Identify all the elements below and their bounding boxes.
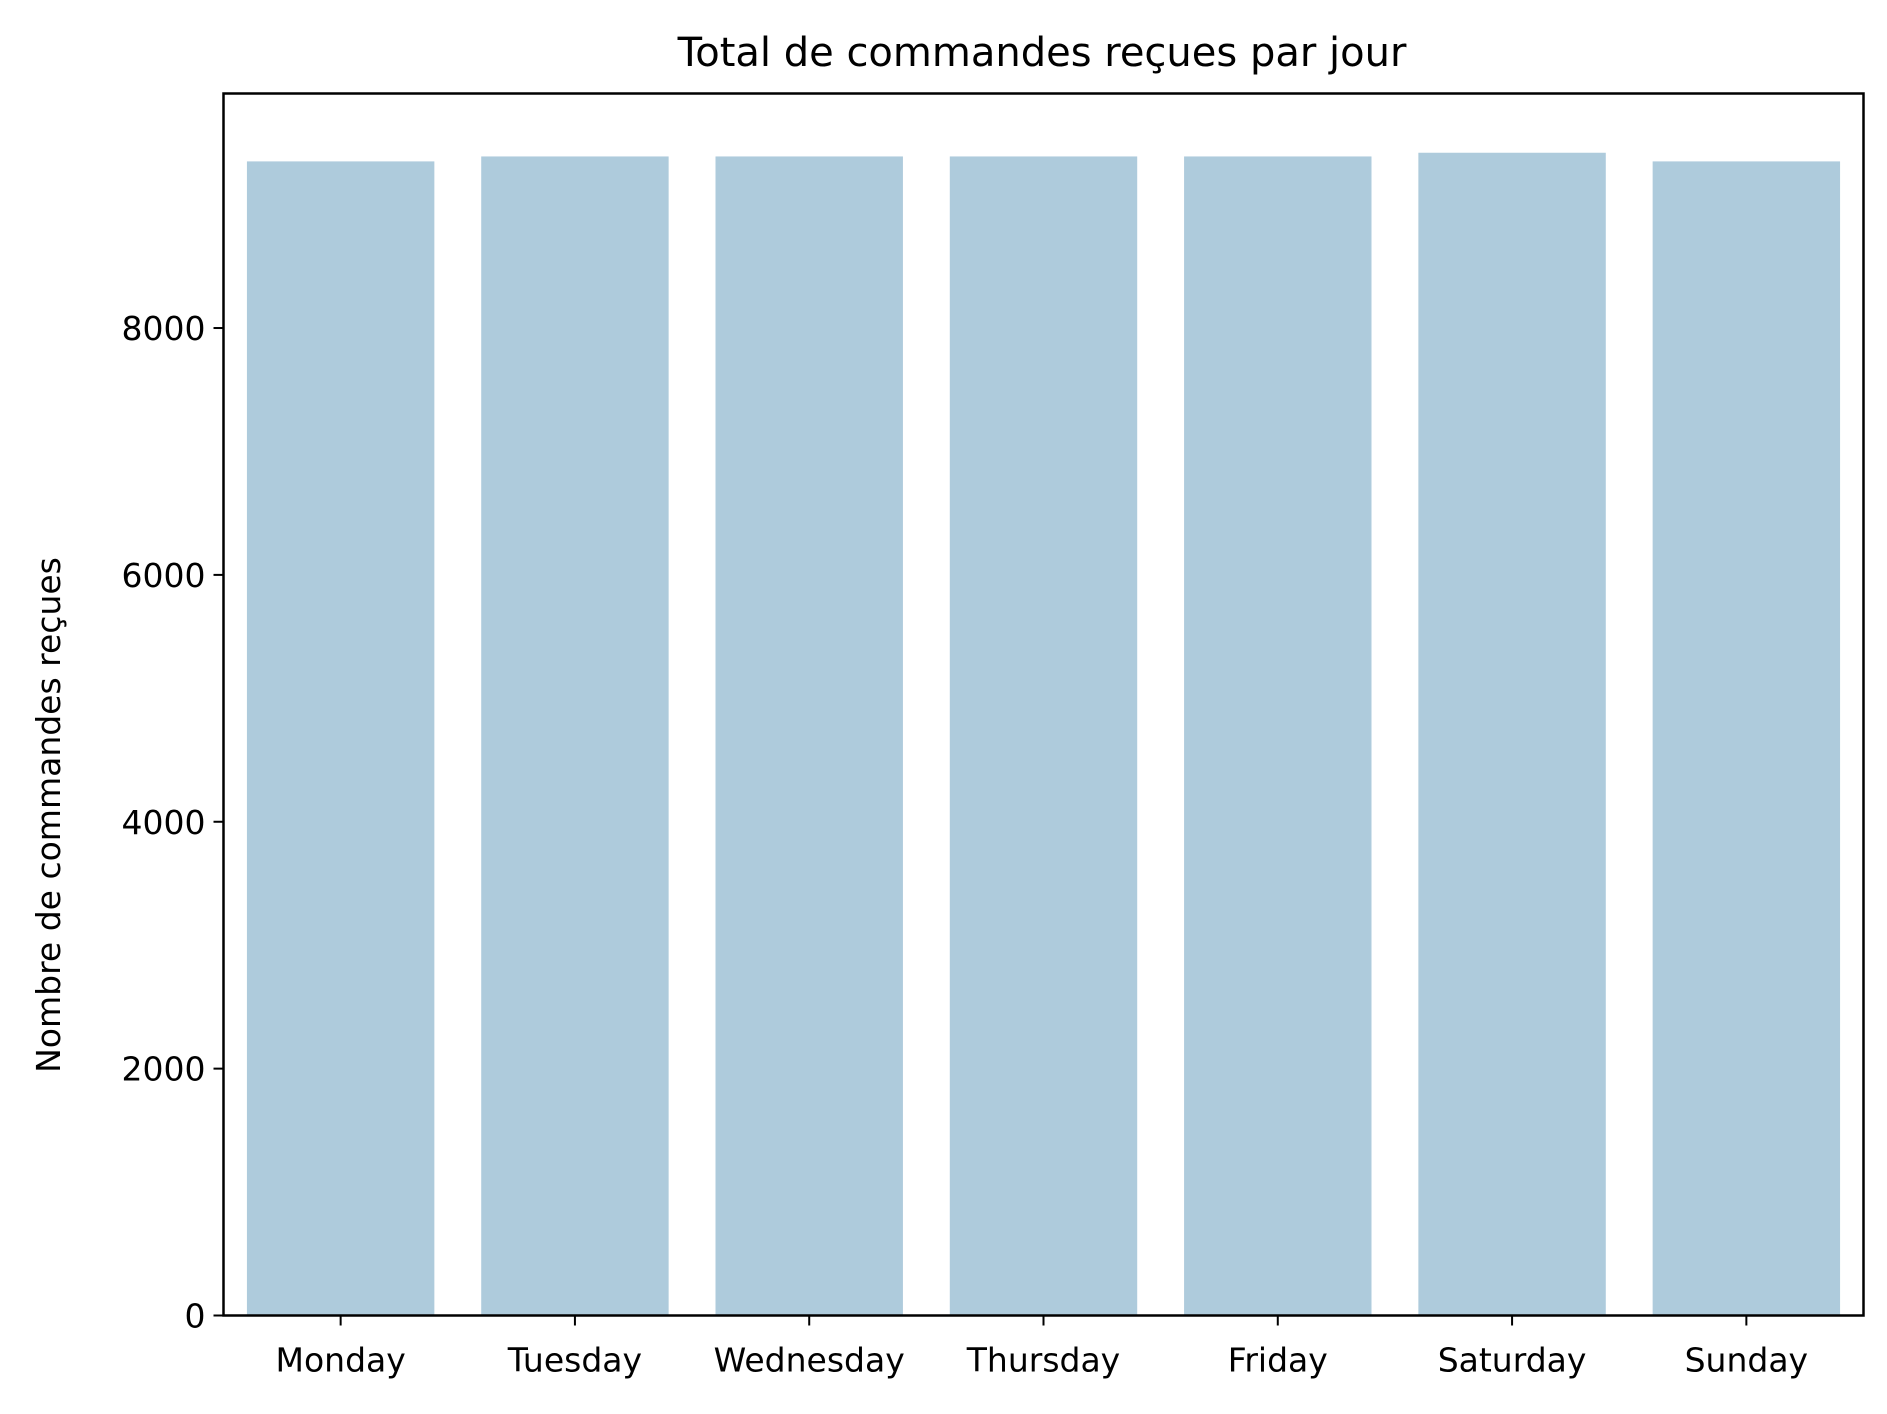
x-tick-label: Wednesday bbox=[714, 1341, 905, 1380]
y-tick-label: 0 bbox=[185, 1297, 206, 1336]
x-tick-label: Friday bbox=[1228, 1341, 1328, 1380]
y-axis-label: Nombre de commandes reçues bbox=[29, 557, 68, 1073]
y-tick-label: 2000 bbox=[122, 1050, 206, 1089]
bar-saturday bbox=[1418, 152, 1606, 1316]
y-tick-label: 8000 bbox=[122, 309, 206, 348]
bar-tuesday bbox=[481, 156, 669, 1316]
x-tick-label: Thursday bbox=[966, 1341, 1120, 1380]
bar-thursday bbox=[949, 156, 1138, 1316]
y-axis-ticks: 0 2000 4000 6000 8000 bbox=[122, 309, 224, 1336]
x-tick-label: Tuesday bbox=[507, 1341, 642, 1380]
x-axis-ticks: Monday Tuesday Wednesday Thursday Friday Satu… bbox=[276, 1315, 1808, 1380]
y-tick-label: 6000 bbox=[122, 556, 206, 595]
x-tick-label: Saturday bbox=[1438, 1341, 1587, 1380]
bars-group bbox=[246, 152, 1841, 1316]
bar-friday bbox=[1184, 156, 1372, 1316]
y-tick-label: 4000 bbox=[122, 803, 206, 842]
chart-title: Total de commandes reçues par jour bbox=[677, 30, 1407, 76]
bar-wednesday bbox=[715, 156, 903, 1316]
x-tick-label: Monday bbox=[276, 1341, 406, 1380]
x-tick-label: Sunday bbox=[1685, 1341, 1808, 1380]
bar-sunday bbox=[1652, 161, 1841, 1316]
bar-monday bbox=[246, 161, 435, 1316]
plot-frame bbox=[222, 92, 1865, 1317]
